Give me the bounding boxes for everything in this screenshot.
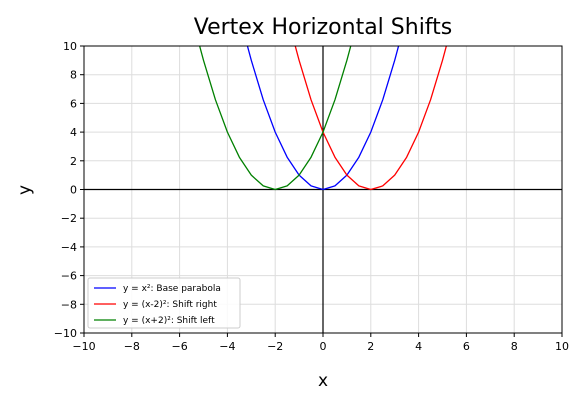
x-tick-label: 0 xyxy=(320,340,327,353)
legend: y = x²: Base parabola y = (x-2)²: Shift r… xyxy=(87,277,241,329)
x-axis-title: x xyxy=(318,371,328,391)
y-tick-label: −2 xyxy=(61,212,77,225)
x-tick-label: 6 xyxy=(463,340,470,353)
x-tick-label: 8 xyxy=(511,340,518,353)
x-tick-label: −8 xyxy=(124,340,140,353)
legend-box xyxy=(87,277,241,329)
x-tick-label: −10 xyxy=(72,340,95,353)
series-line-1 xyxy=(246,46,400,191)
x-tick-label: −6 xyxy=(171,340,187,353)
series-line-3 xyxy=(198,46,352,191)
y-tick-label: 4 xyxy=(70,126,77,139)
x-tick-label: −4 xyxy=(219,340,235,353)
y-tick-label: −6 xyxy=(61,270,77,283)
y-axis-title: y xyxy=(15,185,35,195)
y-tick-label: 8 xyxy=(70,69,77,82)
y-tick-label: 10 xyxy=(63,40,77,53)
x-tick-label: 4 xyxy=(415,340,422,353)
legend-label-3: y = (x+2)²: Shift left xyxy=(123,316,215,326)
x-tick-label: −2 xyxy=(267,340,283,353)
legend-label-2: y = (x-2)²: Shift right xyxy=(123,300,217,310)
ticks-layer: −10 −8 −6 −4 −2 0 2 4 6 8 10 −10 −8 −6 −4 −2 0 2 4 6 8 10 xyxy=(54,40,569,353)
x-tick-label: 10 xyxy=(555,340,569,353)
x-tick-label: 2 xyxy=(367,340,374,353)
y-tick-label: −10 xyxy=(54,327,77,340)
y-tick-label: −4 xyxy=(61,241,77,254)
y-tick-label: 0 xyxy=(70,184,77,197)
chart-title: Vertex Horizontal Shifts xyxy=(194,15,453,40)
y-tick-label: −8 xyxy=(61,298,77,311)
y-tick-label: 6 xyxy=(70,97,77,110)
legend-label-1: y = x²: Base parabola xyxy=(123,284,221,294)
series-line-2 xyxy=(294,46,448,191)
series-layer xyxy=(198,46,448,191)
series-group xyxy=(198,46,448,191)
y-tick-label: 2 xyxy=(70,155,77,168)
